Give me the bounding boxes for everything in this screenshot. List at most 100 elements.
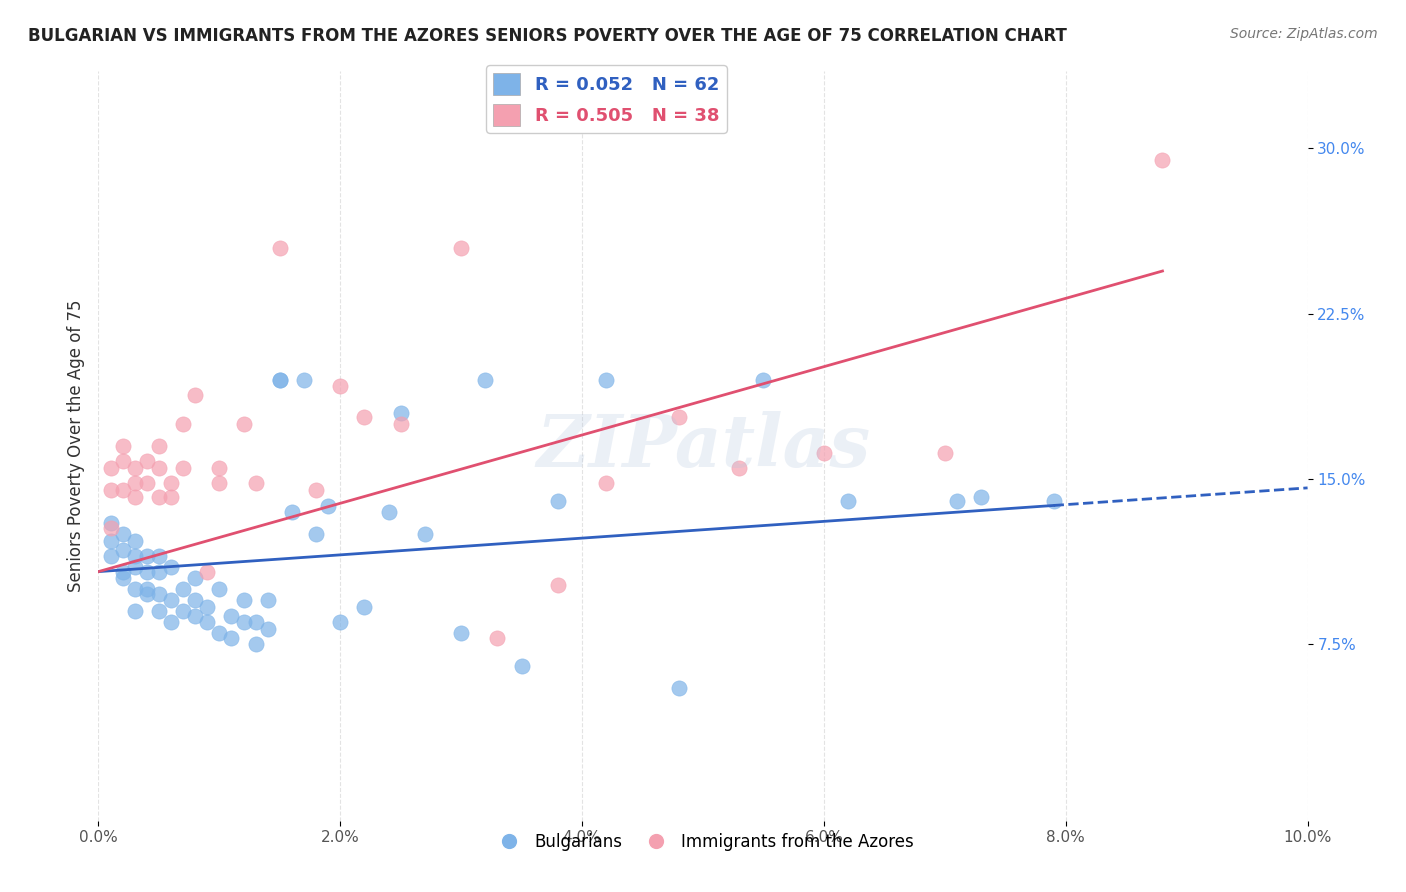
Point: [269, 373, 291, 387]
Point: [148, 461, 170, 475]
Point: [353, 410, 375, 425]
Point: [208, 476, 231, 491]
Point: [135, 454, 157, 468]
Point: [135, 587, 157, 601]
Point: [172, 461, 194, 475]
Point: [100, 533, 122, 548]
Point: [135, 549, 157, 564]
Point: [389, 417, 412, 431]
Point: [353, 599, 375, 614]
Point: [413, 527, 436, 541]
Point: [124, 560, 146, 574]
Point: [172, 417, 194, 431]
Point: [281, 505, 304, 519]
Point: [450, 626, 472, 640]
Point: [510, 659, 533, 673]
Point: [172, 604, 194, 618]
Point: [1152, 153, 1174, 167]
Point: [111, 454, 134, 468]
Point: [256, 593, 278, 607]
Point: [124, 549, 146, 564]
Point: [100, 520, 122, 534]
Point: [124, 582, 146, 597]
Point: [124, 461, 146, 475]
Point: [111, 483, 134, 497]
Point: [160, 615, 183, 630]
Point: [232, 417, 254, 431]
Point: [595, 373, 617, 387]
Point: [160, 560, 183, 574]
Point: [668, 681, 690, 696]
Point: [111, 527, 134, 541]
Point: [148, 587, 170, 601]
Point: [934, 445, 956, 459]
Point: [728, 461, 751, 475]
Point: [389, 406, 412, 420]
Point: [135, 476, 157, 491]
Point: [148, 565, 170, 579]
Point: [316, 499, 339, 513]
Point: [124, 476, 146, 491]
Point: [245, 615, 267, 630]
Point: [269, 241, 291, 255]
Point: [245, 476, 267, 491]
Point: [245, 637, 267, 651]
Point: [329, 615, 352, 630]
Point: [195, 615, 218, 630]
Point: [184, 388, 207, 402]
Point: [547, 494, 569, 508]
Point: [946, 494, 969, 508]
Point: [221, 631, 243, 645]
Point: [474, 373, 496, 387]
Point: [221, 608, 243, 623]
Point: [450, 241, 472, 255]
Point: [135, 565, 157, 579]
Point: [1042, 494, 1064, 508]
Point: [135, 582, 157, 597]
Point: [111, 439, 134, 453]
Point: [195, 599, 218, 614]
Point: [813, 445, 835, 459]
Point: [160, 476, 183, 491]
Point: [111, 565, 134, 579]
Point: [837, 494, 859, 508]
Point: [752, 373, 775, 387]
Point: [100, 516, 122, 530]
Point: [184, 593, 207, 607]
Point: [269, 373, 291, 387]
Point: [100, 549, 122, 564]
Legend: Bulgarians, Immigrants from the Azores: Bulgarians, Immigrants from the Azores: [486, 826, 920, 857]
Point: [111, 542, 134, 557]
Point: [232, 615, 254, 630]
Point: [256, 622, 278, 636]
Point: [970, 490, 993, 504]
Point: [100, 483, 122, 497]
Point: [160, 490, 183, 504]
Point: [547, 578, 569, 592]
Point: [305, 483, 328, 497]
Point: [595, 476, 617, 491]
Text: Source: ZipAtlas.com: Source: ZipAtlas.com: [1230, 27, 1378, 41]
Point: [160, 593, 183, 607]
Point: [148, 439, 170, 453]
Point: [232, 593, 254, 607]
Point: [148, 490, 170, 504]
Point: [195, 565, 218, 579]
Point: [184, 571, 207, 585]
Point: [148, 549, 170, 564]
Point: [292, 373, 315, 387]
Point: [172, 582, 194, 597]
Point: [124, 533, 146, 548]
Text: ZIPatlas: ZIPatlas: [536, 410, 870, 482]
Point: [208, 461, 231, 475]
Point: [208, 626, 231, 640]
Point: [329, 379, 352, 393]
Text: BULGARIAN VS IMMIGRANTS FROM THE AZORES SENIORS POVERTY OVER THE AGE OF 75 CORRE: BULGARIAN VS IMMIGRANTS FROM THE AZORES …: [28, 27, 1067, 45]
Point: [124, 490, 146, 504]
Point: [100, 461, 122, 475]
Point: [148, 604, 170, 618]
Point: [377, 505, 399, 519]
Point: [486, 631, 509, 645]
Point: [208, 582, 231, 597]
Point: [124, 604, 146, 618]
